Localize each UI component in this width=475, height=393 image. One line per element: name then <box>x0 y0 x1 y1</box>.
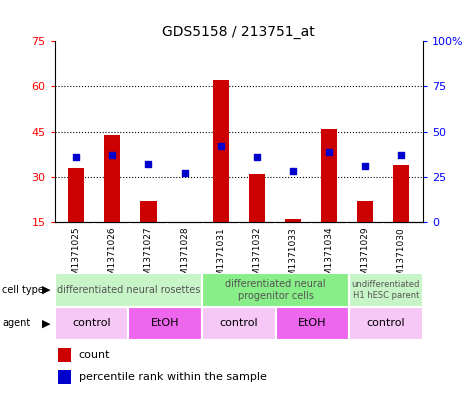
Text: differentiated neural rosettes: differentiated neural rosettes <box>57 285 200 295</box>
Text: control: control <box>72 318 111 328</box>
Point <box>109 152 116 158</box>
Bar <box>128 307 202 340</box>
Point <box>253 154 260 160</box>
Text: GSM1371027: GSM1371027 <box>144 227 153 288</box>
Title: GDS5158 / 213751_at: GDS5158 / 213751_at <box>162 25 315 39</box>
Text: GSM1371034: GSM1371034 <box>324 227 333 288</box>
Bar <box>140 201 157 222</box>
Point <box>217 143 225 149</box>
Text: GSM1371033: GSM1371033 <box>288 227 297 288</box>
Bar <box>202 307 276 340</box>
Text: GSM1371029: GSM1371029 <box>361 227 370 288</box>
Point <box>289 168 296 174</box>
Point <box>181 170 189 176</box>
Text: ▶: ▶ <box>42 285 51 295</box>
Text: GSM1371030: GSM1371030 <box>397 227 406 288</box>
Point <box>397 152 405 158</box>
Bar <box>349 307 423 340</box>
Text: GSM1371032: GSM1371032 <box>252 227 261 288</box>
Bar <box>55 307 128 340</box>
Text: undifferentiated
H1 hESC parent: undifferentiated H1 hESC parent <box>352 280 420 299</box>
Text: ▶: ▶ <box>42 318 51 328</box>
Bar <box>202 273 349 307</box>
Text: differentiated neural
progenitor cells: differentiated neural progenitor cells <box>225 279 326 301</box>
Bar <box>357 201 373 222</box>
Text: GSM1371028: GSM1371028 <box>180 227 189 288</box>
Point <box>73 154 80 160</box>
Point <box>361 163 369 169</box>
Text: cell type: cell type <box>2 285 44 295</box>
Text: EtOH: EtOH <box>151 318 180 328</box>
Bar <box>285 219 301 222</box>
Bar <box>58 370 71 384</box>
Text: GSM1371026: GSM1371026 <box>108 227 117 288</box>
Text: GSM1371031: GSM1371031 <box>216 227 225 288</box>
Text: EtOH: EtOH <box>298 318 327 328</box>
Text: agent: agent <box>2 318 30 328</box>
Bar <box>68 168 85 222</box>
Bar <box>55 273 202 307</box>
Text: GSM1371025: GSM1371025 <box>72 227 81 288</box>
Bar <box>276 307 349 340</box>
Bar <box>349 273 423 307</box>
Point <box>325 149 332 155</box>
Bar <box>393 165 409 222</box>
Bar <box>248 174 265 222</box>
Bar <box>104 135 121 222</box>
Text: percentile rank within the sample: percentile rank within the sample <box>78 372 266 382</box>
Bar <box>58 348 71 362</box>
Bar <box>321 129 337 222</box>
Text: count: count <box>78 350 110 360</box>
Text: control: control <box>219 318 258 328</box>
Point <box>145 161 152 167</box>
Text: control: control <box>367 318 405 328</box>
Bar <box>212 81 229 222</box>
